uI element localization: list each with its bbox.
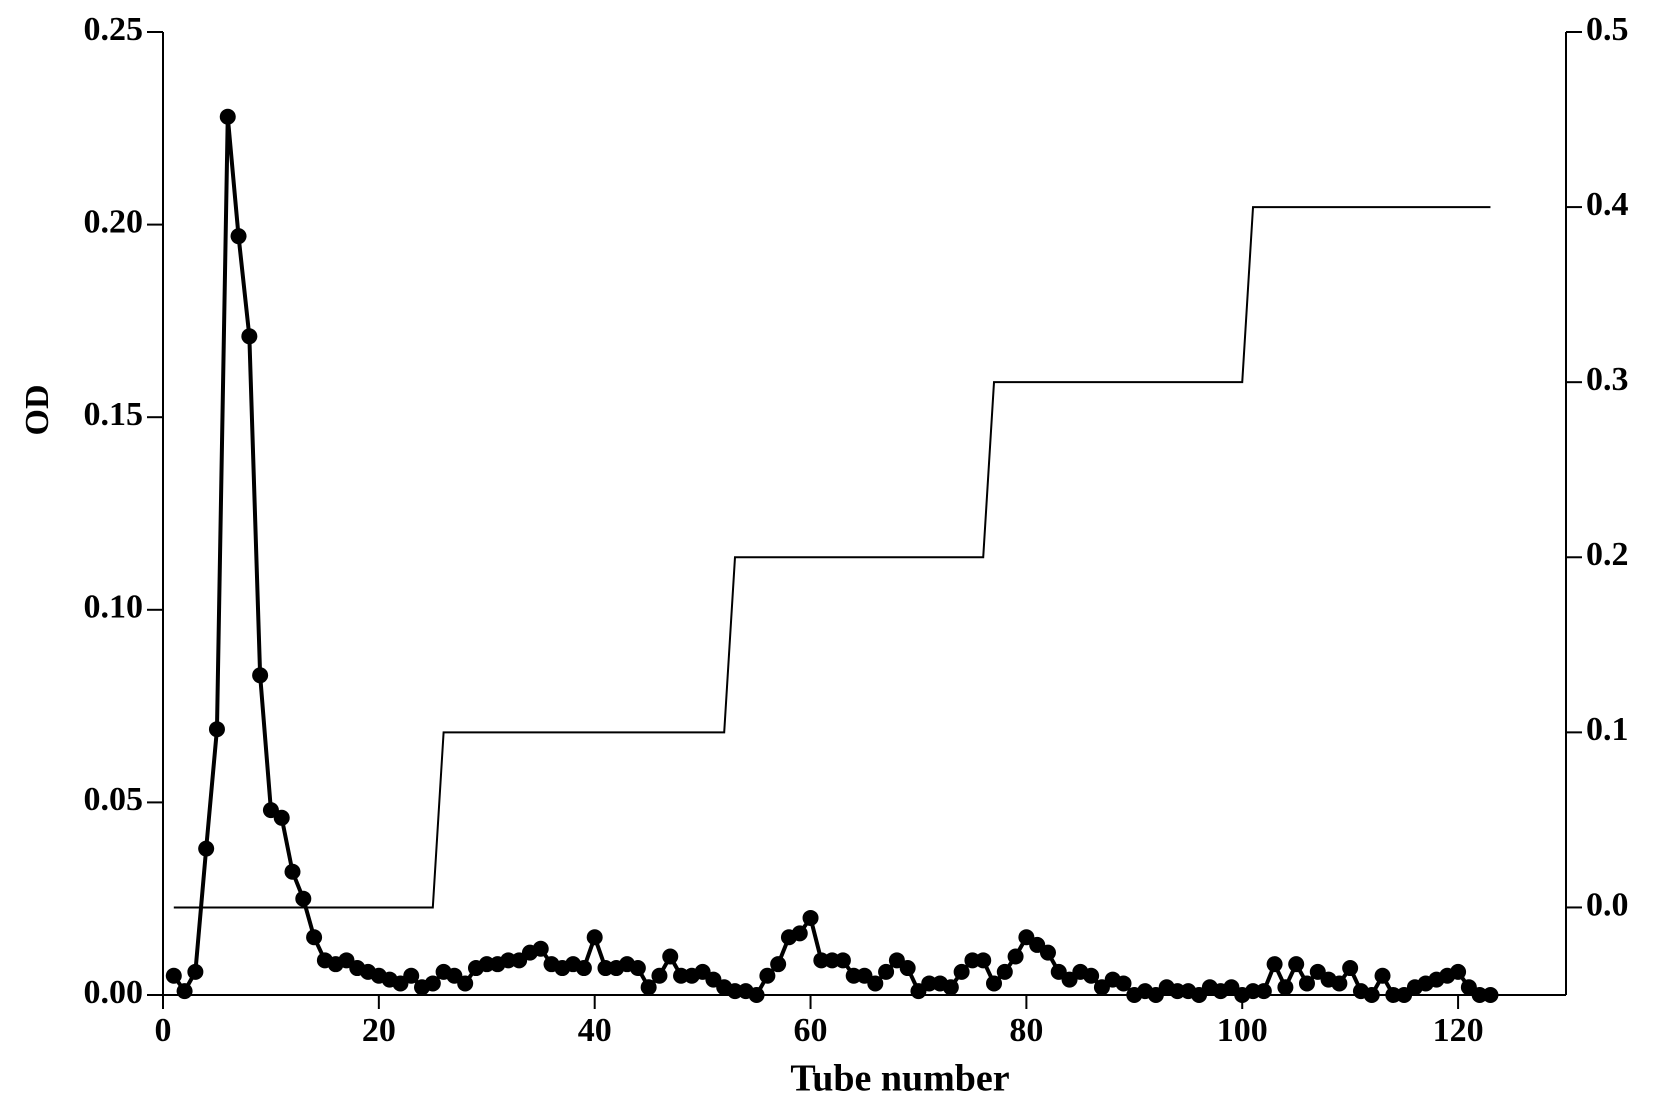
point bbox=[1482, 987, 1499, 1003]
y2-tick-label: 0.3 bbox=[1586, 361, 1629, 398]
point bbox=[802, 909, 819, 926]
point bbox=[241, 328, 258, 345]
point bbox=[208, 721, 225, 738]
line bbox=[172, 116, 1491, 998]
point bbox=[1298, 975, 1315, 992]
point bbox=[1115, 975, 1132, 992]
point bbox=[899, 960, 916, 977]
y-tick-label: 0.15 bbox=[84, 396, 144, 433]
point bbox=[273, 809, 290, 826]
point bbox=[165, 967, 182, 984]
point bbox=[878, 963, 895, 980]
point bbox=[1266, 956, 1283, 973]
point bbox=[575, 960, 592, 977]
point bbox=[1277, 979, 1294, 996]
x-tick-label: 120 bbox=[1433, 1012, 1484, 1049]
point bbox=[1450, 963, 1467, 980]
line bbox=[173, 206, 1491, 909]
point bbox=[640, 979, 657, 996]
x-tick-label: 40 bbox=[578, 1012, 612, 1049]
point bbox=[424, 975, 441, 992]
point bbox=[996, 963, 1013, 980]
y-axis-label: OD bbox=[19, 385, 56, 436]
point bbox=[1342, 960, 1359, 977]
point bbox=[1083, 967, 1100, 984]
x-tick-label: 60 bbox=[794, 1012, 828, 1049]
point bbox=[252, 667, 269, 684]
point bbox=[586, 929, 603, 946]
point bbox=[834, 952, 851, 969]
point bbox=[629, 960, 646, 977]
y-tick-label: 0.00 bbox=[84, 974, 144, 1011]
point bbox=[187, 963, 204, 980]
point bbox=[306, 929, 323, 946]
y-tick-label: 0.05 bbox=[84, 781, 144, 818]
point bbox=[1255, 983, 1272, 1000]
point bbox=[953, 963, 970, 980]
point bbox=[198, 840, 215, 857]
y2-tick-label: 0.0 bbox=[1586, 886, 1629, 923]
x-tick-label: 100 bbox=[1217, 1012, 1268, 1049]
point bbox=[176, 983, 193, 1000]
point bbox=[986, 975, 1003, 992]
point bbox=[219, 108, 236, 125]
x-tick-label: 20 bbox=[362, 1012, 396, 1049]
point bbox=[532, 940, 549, 957]
point bbox=[1374, 967, 1391, 984]
y-tick-label: 0.25 bbox=[84, 11, 144, 48]
point bbox=[942, 979, 959, 996]
point bbox=[457, 975, 474, 992]
point bbox=[1331, 975, 1348, 992]
point bbox=[403, 967, 420, 984]
point bbox=[867, 975, 884, 992]
point bbox=[759, 967, 776, 984]
point bbox=[748, 987, 765, 1003]
point bbox=[284, 863, 301, 880]
point bbox=[1363, 987, 1380, 1003]
y2-tick-label: 0.5 bbox=[1586, 11, 1629, 48]
x-tick-label: 0 bbox=[155, 1012, 172, 1049]
point bbox=[1288, 956, 1305, 973]
point bbox=[651, 967, 668, 984]
point bbox=[662, 948, 679, 965]
x-tick-label: 80 bbox=[1009, 1012, 1043, 1049]
point bbox=[1007, 948, 1024, 965]
point bbox=[791, 925, 808, 942]
point bbox=[770, 956, 787, 973]
y2-tick-label: 0.1 bbox=[1586, 711, 1629, 748]
y-tick-label: 0.20 bbox=[84, 203, 144, 240]
point bbox=[295, 890, 312, 907]
point bbox=[975, 952, 992, 969]
point bbox=[230, 228, 247, 245]
y2-tick-label: 0.4 bbox=[1586, 186, 1629, 223]
point bbox=[1039, 944, 1056, 961]
y2-tick-label: 0.2 bbox=[1586, 536, 1629, 573]
x-axis-label: Tube number bbox=[790, 1058, 1009, 1100]
y-tick-label: 0.10 bbox=[84, 589, 144, 626]
